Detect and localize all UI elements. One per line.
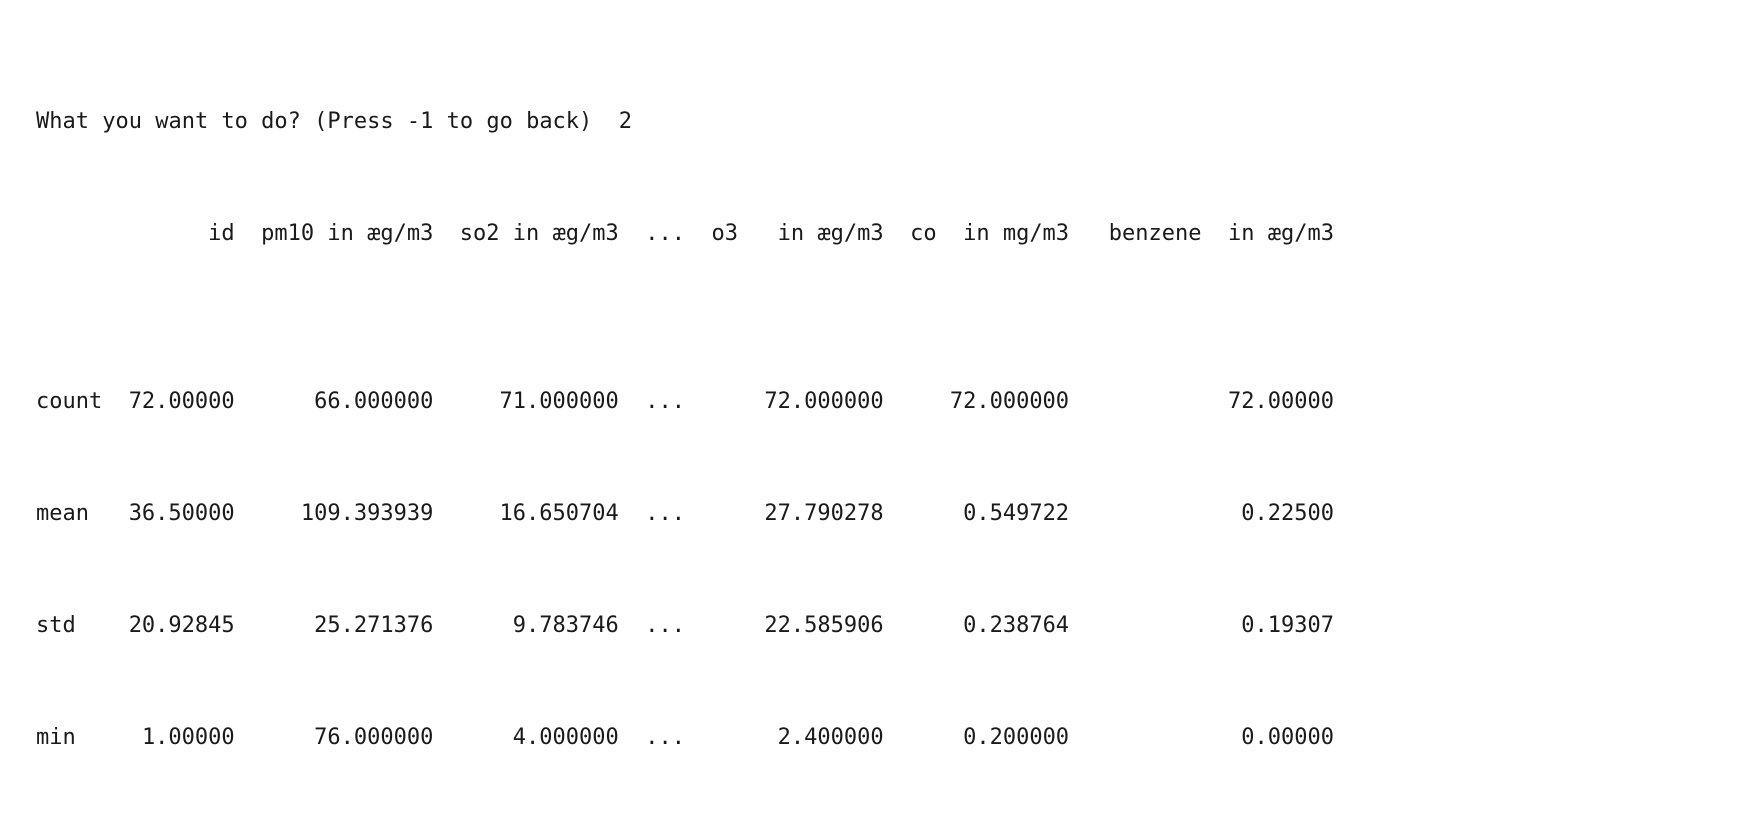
header-ellipsis: ... [645, 221, 685, 246]
cell-so2: 9.783746 [512, 613, 619, 638]
cell-id: 1.00000 [141, 725, 235, 750]
cell-benzene: 72.00000 [1227, 389, 1334, 414]
cell-o3: 72.000000 [764, 389, 884, 414]
header-pm10: pm10 in æg/m3 [261, 221, 434, 246]
cell-so2: 4.000000 [512, 725, 619, 750]
cell-pm10: 66.000000 [314, 389, 434, 414]
cell-pm10: 76.000000 [314, 725, 434, 750]
cell-id: 20.92845 [128, 613, 235, 638]
table-body: count 72.00000 66.000000 71.000000... 72.000… [36, 332, 1334, 832]
prompt-line: What you want to do? (Press -1 to go bac… [36, 108, 1334, 136]
cell-so2: 16.650704 [499, 501, 619, 526]
cell-co: 0.549722 [963, 501, 1070, 526]
prompt-text: What you want to do? (Press -1 to go bac… [36, 109, 593, 134]
cell-co: 0.200000 [963, 725, 1070, 750]
header-co: co in mg/m3 [910, 221, 1070, 246]
cell-co: 72.000000 [949, 389, 1070, 414]
cell-ellipsis: ... [645, 725, 685, 750]
cell-ellipsis: ... [645, 501, 685, 526]
table-header-row: id pm10 in æg/m3 so2 in æg/m3... o3 in æg/m… [36, 220, 1334, 248]
cell-id: 72.00000 [128, 389, 235, 414]
row-label: count [36, 389, 103, 414]
cell-co: 0.238764 [963, 613, 1070, 638]
cell-o3: 2.400000 [777, 725, 884, 750]
cell-so2: 71.000000 [499, 389, 619, 414]
cell-pm10: 109.393939 [300, 501, 434, 526]
cell-id: 36.50000 [128, 501, 235, 526]
table-row: count 72.00000 66.000000 71.000000... 72.000… [36, 388, 1334, 416]
header-id: id [208, 221, 235, 246]
prompt-input[interactable]: 2 [618, 109, 633, 134]
row-label: min [36, 725, 76, 750]
row-label: mean [36, 501, 89, 526]
header-o3: o3 in æg/m3 [711, 221, 884, 246]
cell-o3: 27.790278 [764, 501, 884, 526]
table-row: min 1.00000 76.000000 4.000000... 2.400000 0.… [36, 724, 1334, 752]
cell-benzene: 0.22500 [1241, 501, 1334, 526]
cell-ellipsis: ... [645, 613, 685, 638]
cell-pm10: 25.271376 [314, 613, 434, 638]
cell-ellipsis: ... [645, 389, 685, 414]
row-label: std [36, 613, 76, 638]
table-row: std 20.92845 25.271376 9.783746... 22.585906… [36, 612, 1334, 640]
cell-benzene: 0.00000 [1241, 725, 1334, 750]
terminal-output: What you want to do? (Press -1 to go bac… [36, 52, 1334, 832]
header-so2: so2 in æg/m3 [459, 221, 619, 246]
table-row: mean 36.50000 109.393939 16.650704... 27.790… [36, 500, 1334, 528]
header-benzene: benzene in æg/m3 [1108, 221, 1334, 246]
cell-o3: 22.585906 [764, 613, 884, 638]
cell-benzene: 0.19307 [1241, 613, 1334, 638]
